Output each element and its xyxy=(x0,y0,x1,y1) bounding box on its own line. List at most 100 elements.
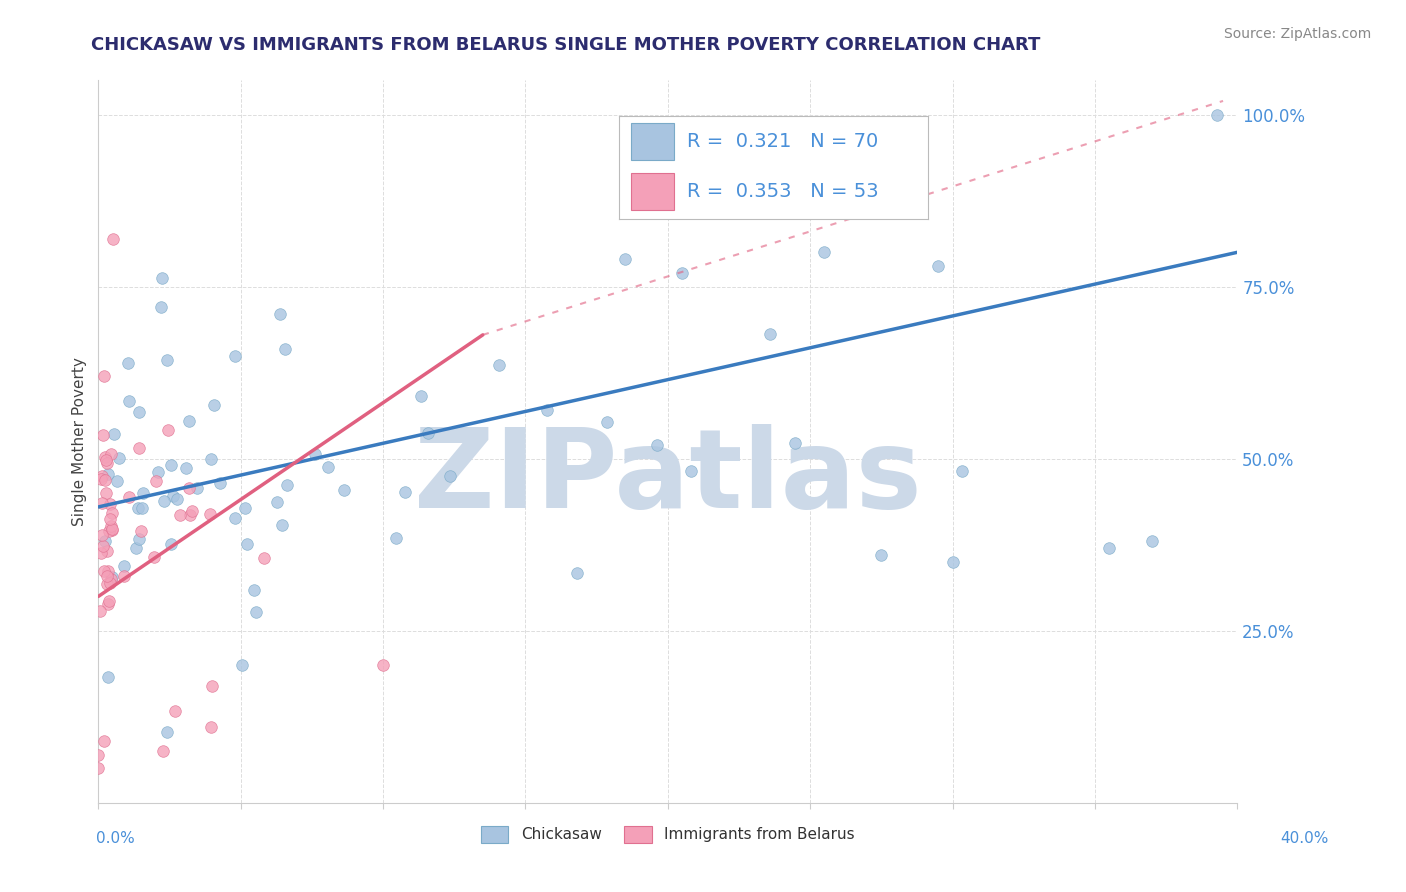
Point xyxy=(276,477,298,491)
Point xyxy=(333,483,356,498)
Point xyxy=(231,658,253,673)
Point xyxy=(373,658,395,673)
Point xyxy=(142,549,165,564)
Point xyxy=(150,271,173,285)
Point xyxy=(681,464,703,478)
Point xyxy=(186,481,208,495)
Point xyxy=(131,500,153,515)
Point xyxy=(304,447,326,461)
Point xyxy=(128,532,150,546)
Point xyxy=(125,541,148,556)
Point xyxy=(150,301,173,315)
Point xyxy=(274,343,297,357)
Point xyxy=(439,469,461,483)
Point xyxy=(101,507,124,521)
Point xyxy=(96,569,118,583)
Point xyxy=(100,522,122,536)
Point xyxy=(91,468,114,483)
Point xyxy=(870,548,893,562)
Text: R =  0.321   N = 70: R = 0.321 N = 70 xyxy=(686,132,877,151)
Point xyxy=(1098,541,1121,556)
Point xyxy=(488,358,510,372)
Point xyxy=(245,605,267,619)
Point xyxy=(97,524,120,538)
Point xyxy=(112,569,135,583)
Point xyxy=(91,539,114,553)
Point xyxy=(101,231,124,245)
Point xyxy=(269,306,291,320)
Point xyxy=(94,453,117,467)
Point xyxy=(159,537,181,551)
Point xyxy=(97,564,120,578)
Text: CHICKASAW VS IMMIGRANTS FROM BELARUS SINGLE MOTHER POVERTY CORRELATION CHART: CHICKASAW VS IMMIGRANTS FROM BELARUS SIN… xyxy=(91,36,1040,54)
Point xyxy=(200,720,222,734)
Text: 40.0%: 40.0% xyxy=(1281,831,1329,846)
Point xyxy=(783,436,806,450)
Point xyxy=(416,425,439,440)
Point xyxy=(157,423,180,437)
Point xyxy=(1206,108,1229,122)
Point xyxy=(112,559,135,574)
Point xyxy=(671,266,693,280)
Point xyxy=(93,734,115,748)
Point xyxy=(108,451,131,466)
Point xyxy=(200,452,222,467)
Point xyxy=(243,583,266,598)
Point xyxy=(94,534,117,549)
Point xyxy=(96,456,118,470)
Point xyxy=(100,518,122,533)
Point xyxy=(98,497,121,511)
Point xyxy=(614,252,637,267)
Point xyxy=(87,747,110,762)
Point xyxy=(253,551,276,566)
Point xyxy=(536,402,558,417)
Text: Source: ZipAtlas.com: Source: ZipAtlas.com xyxy=(1223,27,1371,41)
FancyBboxPatch shape xyxy=(631,173,675,211)
Point xyxy=(117,491,139,505)
Point xyxy=(103,427,125,442)
Point xyxy=(91,428,114,442)
Point xyxy=(94,473,117,487)
Point xyxy=(385,531,408,545)
Point xyxy=(89,604,111,618)
Point xyxy=(208,475,231,490)
Point xyxy=(100,447,122,461)
Point xyxy=(98,512,121,526)
Point xyxy=(169,508,191,522)
Point xyxy=(97,467,120,481)
Text: ZIPatlas: ZIPatlas xyxy=(413,425,922,531)
Point xyxy=(152,744,174,758)
Point xyxy=(97,670,120,684)
Point xyxy=(202,398,225,412)
Point xyxy=(93,564,115,578)
Y-axis label: Single Mother Poverty: Single Mother Poverty xyxy=(72,357,87,526)
Point xyxy=(179,508,201,523)
Point xyxy=(94,450,117,464)
Point xyxy=(105,475,128,489)
Point xyxy=(156,725,179,739)
Point xyxy=(93,369,115,384)
Point xyxy=(159,458,181,472)
Point xyxy=(759,326,782,341)
Point xyxy=(153,494,176,508)
Point xyxy=(90,546,112,560)
Point xyxy=(927,259,949,273)
Point xyxy=(98,576,121,591)
Point xyxy=(128,404,150,418)
Point xyxy=(595,415,617,429)
Point xyxy=(1140,534,1163,549)
Point xyxy=(224,349,246,363)
Point xyxy=(156,353,179,368)
Point xyxy=(162,489,184,503)
Point xyxy=(176,461,198,475)
Point xyxy=(950,464,973,478)
Legend: Chickasaw, Immigrants from Belarus: Chickasaw, Immigrants from Belarus xyxy=(475,820,860,849)
Text: 0.0%: 0.0% xyxy=(96,831,135,846)
Text: R =  0.353   N = 53: R = 0.353 N = 53 xyxy=(686,182,879,202)
Point xyxy=(87,761,110,775)
Point xyxy=(132,485,155,500)
Point xyxy=(127,500,149,515)
Point xyxy=(235,537,257,551)
Point xyxy=(97,597,120,611)
Point xyxy=(224,510,246,524)
